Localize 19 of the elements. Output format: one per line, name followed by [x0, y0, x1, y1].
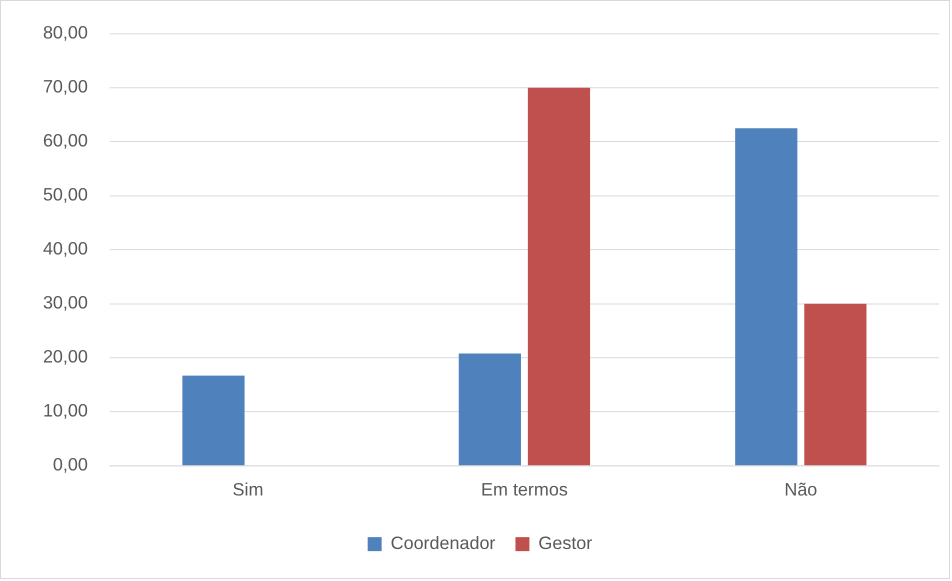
y-tick-label: 20,00: [42, 346, 88, 367]
y-tick-label: 0,00: [52, 454, 88, 475]
legend-label: Gestor: [538, 533, 592, 554]
y-tick-label: 60,00: [42, 130, 88, 151]
bar: [528, 88, 590, 466]
y-tick-label: 10,00: [42, 400, 88, 421]
y-tick-label: 50,00: [42, 184, 88, 205]
x-tick-label: Em termos: [481, 479, 568, 500]
x-tick-label: Não: [784, 479, 818, 500]
bar: [735, 128, 798, 466]
y-tick-label: 70,00: [42, 76, 88, 97]
bar: [182, 376, 245, 466]
y-tick-label: 30,00: [42, 292, 88, 313]
x-tick-label: Sim: [232, 479, 264, 500]
bar: [804, 304, 866, 466]
y-tick-label: 40,00: [42, 238, 88, 259]
bar: [458, 353, 521, 466]
y-tick-label: 80,00: [42, 22, 88, 43]
legend-label: Coordenador: [390, 533, 496, 554]
